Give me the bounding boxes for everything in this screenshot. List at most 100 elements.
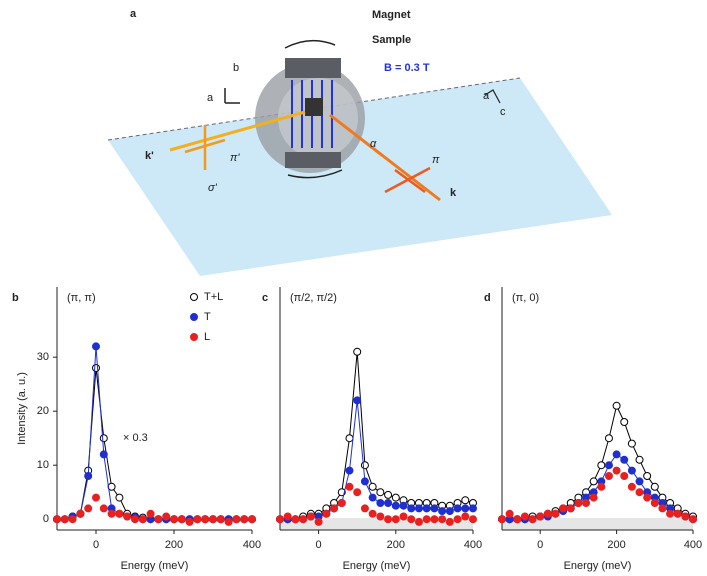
data-point	[283, 512, 292, 521]
data-point	[376, 512, 385, 521]
panel-label: c	[262, 292, 268, 304]
y-tick-label: 30	[37, 351, 49, 363]
beam-in	[329, 113, 441, 202]
data-point	[224, 517, 233, 526]
x-tick-label: 400	[464, 539, 482, 551]
data-point	[92, 493, 100, 502]
label: c	[500, 106, 506, 118]
data-point	[612, 466, 621, 475]
data-point	[131, 515, 139, 524]
data-point	[620, 472, 629, 480]
data-point	[445, 507, 454, 516]
x-tick-label: 0	[537, 539, 543, 551]
data-point	[99, 450, 108, 459]
x-tick-label: 0	[93, 539, 99, 551]
y-axis-label: Intensity (a. u.)	[16, 372, 28, 445]
data-point	[376, 499, 385, 507]
data-point	[76, 509, 85, 518]
data-point	[643, 493, 652, 502]
data-point	[422, 504, 431, 513]
data-point	[407, 515, 416, 524]
legend-marker	[190, 313, 198, 321]
data-point	[330, 504, 339, 513]
data-point	[461, 512, 470, 521]
data-point	[589, 493, 598, 502]
data-point	[123, 512, 132, 521]
label: b	[233, 62, 239, 74]
label: a	[207, 92, 214, 104]
data-point	[673, 509, 682, 518]
data-point	[461, 504, 470, 513]
data-point	[391, 493, 400, 502]
data-point	[84, 504, 93, 513]
data-point	[612, 450, 621, 459]
data-point	[391, 501, 400, 510]
data-point	[345, 434, 354, 443]
data-point	[115, 493, 124, 502]
x-axis-label: Energy (meV)	[121, 560, 189, 572]
data-point	[498, 515, 506, 524]
series-line	[57, 367, 252, 520]
legend-label: T	[204, 311, 211, 323]
data-point	[322, 509, 331, 518]
data-point	[154, 515, 163, 524]
data-point	[337, 499, 346, 507]
data-point	[185, 517, 194, 526]
data-point	[368, 509, 377, 518]
background-band	[502, 518, 693, 530]
label: k	[450, 187, 457, 199]
label: Magnet	[372, 9, 411, 21]
data-point	[376, 488, 385, 497]
rotation-arrow	[287, 169, 343, 179]
annotation: (π, 0)	[512, 292, 539, 304]
data-point	[650, 482, 659, 491]
data-point	[107, 509, 116, 518]
data-point	[360, 477, 369, 486]
data-point	[414, 504, 423, 513]
data-point	[620, 418, 629, 426]
label: α	[370, 138, 377, 150]
x-tick-label: 200	[165, 539, 183, 551]
annotation: (π/2, π/2)	[290, 292, 337, 304]
data-point	[353, 347, 362, 356]
panel-label: d	[484, 292, 491, 304]
legend-label: L	[204, 331, 210, 343]
data-point	[543, 509, 552, 518]
series-line	[57, 346, 252, 520]
data-point	[368, 482, 377, 491]
rotation-arrow	[284, 39, 336, 49]
data-point	[193, 515, 202, 524]
data-point	[635, 488, 644, 497]
label: π	[432, 154, 440, 166]
data-point	[384, 490, 393, 499]
label: a	[483, 90, 490, 102]
data-point	[353, 396, 362, 405]
data-point	[635, 477, 644, 486]
series-line	[280, 351, 474, 520]
data-point	[368, 493, 377, 502]
data-point	[68, 515, 77, 524]
data-point	[666, 509, 675, 518]
data-point	[399, 501, 408, 510]
annotation: × 0.3	[123, 432, 148, 444]
data-point	[276, 515, 284, 524]
label: k'	[145, 150, 154, 162]
label: B = 0.3 T	[384, 62, 430, 74]
data-point	[681, 512, 690, 521]
data-point	[115, 509, 124, 518]
data-point	[520, 512, 529, 521]
data-point	[360, 461, 369, 470]
data-point	[216, 515, 225, 524]
data-point	[597, 482, 606, 491]
data-point	[201, 515, 210, 524]
data-point	[360, 504, 369, 513]
data-point	[84, 472, 93, 480]
data-point	[551, 509, 560, 518]
data-point	[438, 515, 447, 524]
data-point	[689, 515, 697, 524]
data-point	[505, 509, 514, 518]
data-point	[559, 504, 568, 513]
annotation: (π, π)	[67, 292, 96, 304]
series-line	[280, 400, 473, 520]
